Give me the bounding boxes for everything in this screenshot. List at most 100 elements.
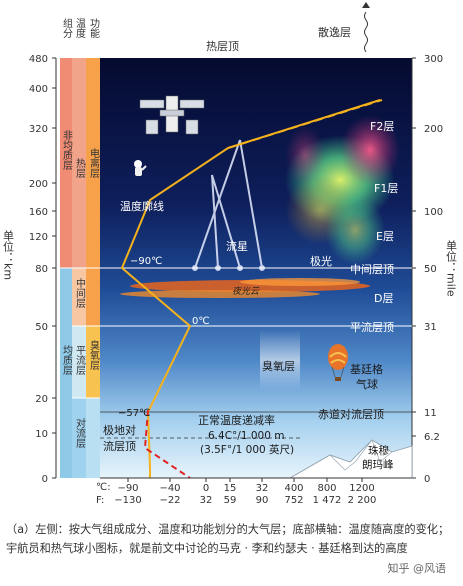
left-axis: 480 400 320 200 160 120 80 50 20 10 0 单位：km bbox=[2, 54, 57, 485]
temp-f-tick: 752 bbox=[284, 495, 303, 506]
left-tick-label: 200 bbox=[29, 179, 48, 190]
d-layer-clouds bbox=[120, 278, 370, 298]
label-everest-1: 珠穆 bbox=[368, 444, 389, 457]
temp-f-tick: 90 bbox=[256, 495, 269, 506]
watermark: 知乎 @风语 bbox=[384, 560, 449, 576]
escape-arrow-icon bbox=[364, 11, 368, 53]
label-temp-profile: 温度廓线 bbox=[120, 199, 164, 213]
temp-c-tick: −90 bbox=[117, 483, 138, 494]
right-tick-label: 300 bbox=[424, 54, 443, 65]
temp-c-tick: −40 bbox=[159, 483, 180, 494]
right-tick-label: 6.2 bbox=[424, 432, 440, 443]
column-function-ozone bbox=[86, 326, 100, 398]
label-troposphere: 对流层 bbox=[74, 417, 86, 449]
temp-c-tick: 400 bbox=[284, 483, 303, 494]
right-tick-label: 50 bbox=[424, 264, 437, 275]
right-tick-label: 11 bbox=[424, 408, 437, 419]
temp-f-tick: 2 200 bbox=[348, 495, 377, 506]
temp-c-tick: 1200 bbox=[349, 483, 374, 494]
aurora-graphic bbox=[285, 115, 400, 265]
temperature-profile-line bbox=[120, 99, 381, 478]
temp-c-tick: 0 bbox=[203, 483, 209, 494]
temp-c-tick: 800 bbox=[317, 483, 336, 494]
label-lapse-3: (3.5F°/1 000 英尺) bbox=[200, 443, 294, 456]
label-everest-2: 朗玛峰 bbox=[362, 459, 394, 471]
thermosphere-top-label: 热层顶 bbox=[206, 40, 239, 53]
balloon-icon bbox=[328, 344, 348, 381]
label-mesosphere: 中间层 bbox=[74, 277, 86, 309]
left-tick-label: 160 bbox=[29, 207, 48, 218]
temp-c-tick: 32 bbox=[256, 483, 269, 494]
label-f1: F1层 bbox=[374, 182, 398, 195]
column-composition-homosphere bbox=[60, 268, 72, 478]
left-tick-label: 320 bbox=[29, 124, 48, 135]
temp-axis-f-label: F: bbox=[96, 495, 104, 506]
temp-f-tick: 59 bbox=[224, 495, 237, 506]
left-tick-label: 80 bbox=[35, 264, 48, 275]
label-balloon-2: 气球 bbox=[356, 377, 378, 391]
right-axis: 300 200 100 50 31 11 6.2 0 单位：mile bbox=[411, 54, 458, 485]
label-polar-tropopause-1: 极地对 bbox=[103, 423, 136, 437]
header-function: 功能 bbox=[88, 18, 100, 39]
header-temperature: 温度 bbox=[74, 18, 86, 39]
layer-columns bbox=[60, 58, 100, 478]
temp-f-tick: 1 472 bbox=[313, 495, 342, 506]
label-f2: F2层 bbox=[370, 120, 394, 133]
everest-mountain bbox=[288, 439, 413, 479]
left-tick-label: 10 bbox=[35, 429, 48, 440]
left-tick-label: 0 bbox=[42, 474, 48, 485]
right-axis-title: 单位：mile bbox=[445, 240, 458, 297]
label-lapse-2: 6.4C°/1 000 m bbox=[208, 430, 284, 442]
label-temp-zero: 0℃ bbox=[192, 316, 210, 327]
label-ozone-layer: 臭氧层 bbox=[262, 359, 295, 373]
left-tick-label: 120 bbox=[29, 232, 48, 243]
label-stratopause: 平流层顶 bbox=[350, 320, 394, 334]
header-composition: 组分 bbox=[61, 17, 73, 39]
figure-caption: （a）左侧：按大气组成成分、温度和功能划分的大气层；底部横轴：温度随高度的变化；… bbox=[6, 523, 450, 555]
label-homosphere: 均质层 bbox=[61, 345, 73, 376]
label-ionosphere: 电离层 bbox=[88, 147, 100, 179]
left-tick-label: 400 bbox=[29, 84, 48, 95]
temp-f-tick: 32 bbox=[200, 495, 213, 506]
column-temp-mesosphere bbox=[72, 268, 86, 326]
left-tick-label: 480 bbox=[29, 54, 48, 65]
right-tick-label: 0 bbox=[424, 474, 430, 485]
column-temp-troposphere bbox=[72, 398, 86, 478]
left-tick-label: 50 bbox=[35, 322, 48, 333]
label-ozone-column: 臭氧层 bbox=[88, 339, 100, 371]
space-station-icon bbox=[139, 95, 205, 135]
column-temp-thermosphere bbox=[72, 58, 86, 268]
right-tick-label: 31 bbox=[424, 322, 437, 333]
column-function-ionosphere bbox=[86, 58, 100, 326]
right-tick-label: 200 bbox=[424, 124, 443, 135]
left-tick-label: 20 bbox=[35, 394, 48, 405]
label-meteor: 流星 bbox=[226, 239, 248, 253]
temperature-axis: ℃: F: −90−130−40−22032155932904007528001… bbox=[96, 477, 412, 506]
label-temp-minus90: −90℃ bbox=[130, 256, 162, 267]
label-noctilucent: 夜光云 bbox=[232, 286, 260, 297]
temp-axis-c-label: ℃: bbox=[96, 482, 111, 493]
left-axis-title: 单位：km bbox=[2, 230, 15, 280]
label-e: E层 bbox=[376, 230, 394, 243]
label-stratosphere: 平流层 bbox=[74, 345, 86, 376]
ozone-band bbox=[260, 330, 300, 390]
polar-lapse-dashed bbox=[143, 409, 191, 479]
label-balloon-1: 基廷格 bbox=[350, 362, 383, 376]
label-equator-tropopause: 赤道对流层顶 bbox=[318, 407, 384, 421]
label-heterosphere: 非均质层 bbox=[61, 130, 73, 171]
column-composition-heterosphere bbox=[60, 58, 72, 268]
temp-f-tick: −22 bbox=[159, 495, 180, 506]
temp-f-tick: −130 bbox=[114, 495, 141, 506]
atmosphere-diagram: 组分 温度 功能 非均质层 均质层 热层 中间层 平流层 对流层 电离层 臭氧层… bbox=[2, 2, 458, 506]
column-function-lower bbox=[86, 398, 100, 478]
label-thermosphere: 热层 bbox=[74, 157, 86, 179]
escape-layer-label: 散逸层 bbox=[318, 25, 351, 39]
label-lapse-1: 正常温度递减率 bbox=[198, 413, 275, 427]
label-mesopause: 中间层顶 bbox=[350, 263, 394, 276]
astronaut-icon bbox=[134, 160, 147, 176]
right-tick-label: 100 bbox=[424, 207, 443, 218]
label-polar-tropopause-2: 流层顶 bbox=[103, 439, 136, 453]
label-aurora: 极光 bbox=[310, 254, 332, 268]
column-temp-stratosphere bbox=[72, 326, 86, 398]
temp-c-tick: 15 bbox=[224, 483, 237, 494]
